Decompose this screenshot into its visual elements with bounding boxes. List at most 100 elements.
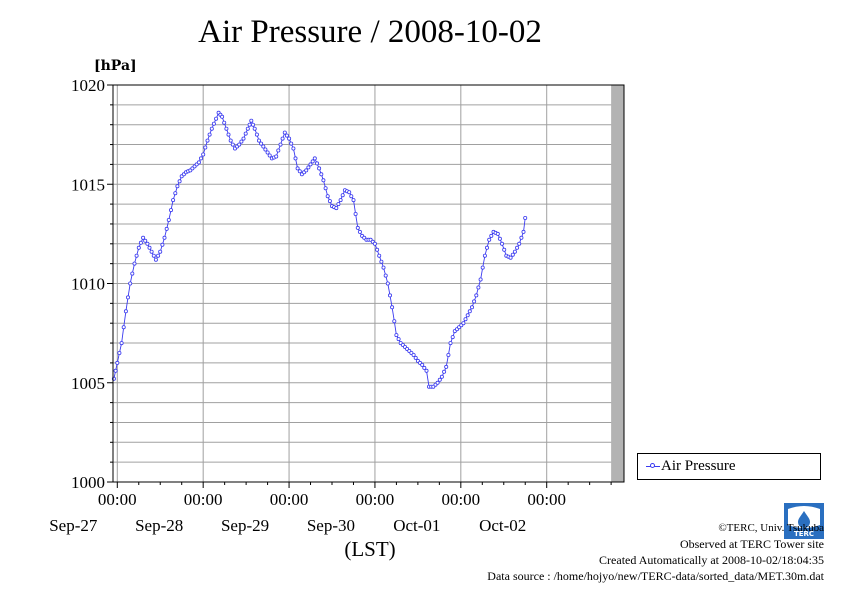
data-point: [295, 166, 300, 171]
data-point: [249, 118, 254, 123]
data-point: [308, 162, 313, 167]
data-point: [336, 202, 341, 207]
data-point: [256, 138, 261, 143]
data-point: [254, 132, 259, 137]
terc-logo: TERC: [784, 503, 824, 539]
legend-label-air-pressure: Air Pressure: [661, 458, 736, 474]
data-point: [379, 259, 384, 264]
data-point: [480, 265, 485, 270]
data-point: [287, 136, 292, 141]
data-point: [390, 305, 395, 310]
data-point: [147, 245, 152, 250]
data-point: [317, 166, 322, 171]
legend-marker-swatch: [650, 463, 655, 468]
chart-title: Air Pressure / 2008-10-02: [198, 14, 542, 50]
data-point: [312, 156, 317, 161]
data-point: [469, 305, 474, 310]
data-point: [484, 245, 489, 250]
data-point: [168, 208, 173, 213]
data-point: [123, 309, 128, 314]
data-point: [250, 122, 255, 127]
data-point: [209, 126, 214, 131]
data-point: [237, 142, 242, 147]
data-point: [323, 186, 328, 191]
data-point: [512, 249, 517, 254]
data-point: [226, 132, 231, 137]
data-point: [267, 153, 272, 158]
y-axis-unit-label: [hPa]: [94, 58, 137, 74]
data-point: [463, 317, 468, 322]
x-tick-date-label: Sep-29: [221, 516, 269, 535]
data-point: [338, 198, 343, 203]
x-tick-time-label: 00:00: [441, 490, 480, 509]
data-point: [241, 136, 246, 141]
data-point: [205, 138, 210, 143]
data-point: [327, 199, 332, 204]
data-point: [198, 156, 203, 161]
data-point: [143, 238, 148, 243]
data-point: [239, 139, 244, 144]
data-point: [228, 138, 233, 143]
data-point: [411, 352, 416, 357]
x-tick-date-label: Oct-01: [393, 516, 440, 535]
data-point: [293, 156, 298, 161]
data-point: [521, 229, 526, 234]
data-point: [134, 253, 139, 258]
data-point: [164, 226, 169, 231]
x-tick-date-label: Sep-28: [135, 516, 183, 535]
data-point: [130, 271, 135, 276]
data-point: [347, 190, 352, 195]
data-point: [377, 253, 382, 258]
y-tick-label: 1005: [71, 374, 105, 393]
data-point: [439, 374, 444, 379]
data-point: [173, 191, 178, 196]
svg-text:TERC: TERC: [794, 530, 814, 538]
data-point: [517, 241, 522, 246]
data-point: [381, 265, 386, 270]
source-text: Data source : /home/hojyo/new/TERC-data/…: [487, 569, 824, 583]
axis-layer: 1000100510101015102000:00Sep-2700:00Sep-…: [49, 76, 612, 535]
data-point: [357, 229, 362, 234]
x-tick-time-label: 00:00: [270, 490, 309, 509]
data-point: [314, 161, 319, 166]
credits-block: ©TERC, Univ. Tsukuba Observed at TERC To…: [487, 520, 824, 584]
data-point: [278, 142, 283, 147]
data-point: [115, 360, 120, 365]
data-point: [222, 120, 227, 125]
data-point: [306, 165, 311, 170]
data-point: [166, 217, 171, 222]
data-point: [156, 253, 161, 258]
data-point: [446, 352, 451, 357]
data-point: [263, 147, 268, 152]
data-point: [321, 178, 326, 183]
data-point: [495, 231, 500, 236]
data-point: [158, 249, 163, 254]
data-point: [138, 240, 143, 245]
data-point: [387, 293, 392, 298]
data-point: [113, 368, 118, 373]
data-point: [340, 193, 345, 198]
data-point: [220, 114, 225, 119]
data-point: [121, 325, 126, 330]
x-tick-date-label: Sep-30: [307, 516, 355, 535]
data-point: [349, 194, 354, 199]
data-point: [437, 377, 442, 382]
series-line-air-pressure: [113, 111, 526, 388]
data-point: [280, 136, 285, 141]
data-point: [132, 261, 137, 266]
data-point: [214, 116, 219, 121]
legend: Air Pressure: [637, 453, 821, 480]
data-point: [372, 241, 377, 246]
x-tick-date-label: Sep-27: [49, 516, 98, 535]
data-point: [177, 179, 182, 184]
data-point: [291, 146, 296, 151]
data-point: [160, 242, 165, 247]
data-point: [245, 126, 250, 131]
data-point: [117, 350, 122, 355]
data-point: [448, 341, 453, 346]
data-point: [211, 121, 216, 126]
data-point: [523, 215, 528, 220]
data-point: [149, 249, 154, 254]
data-point: [319, 172, 324, 177]
